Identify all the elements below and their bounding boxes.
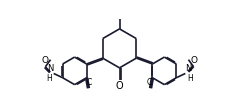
Text: N: N <box>186 64 192 73</box>
Text: O: O <box>116 81 123 91</box>
Text: H: H <box>46 74 52 83</box>
Text: C: C <box>147 78 152 87</box>
Text: O: O <box>190 56 197 65</box>
Text: C: C <box>87 78 92 87</box>
Text: N: N <box>47 64 53 73</box>
Text: H: H <box>187 74 193 83</box>
Text: O: O <box>42 56 49 65</box>
